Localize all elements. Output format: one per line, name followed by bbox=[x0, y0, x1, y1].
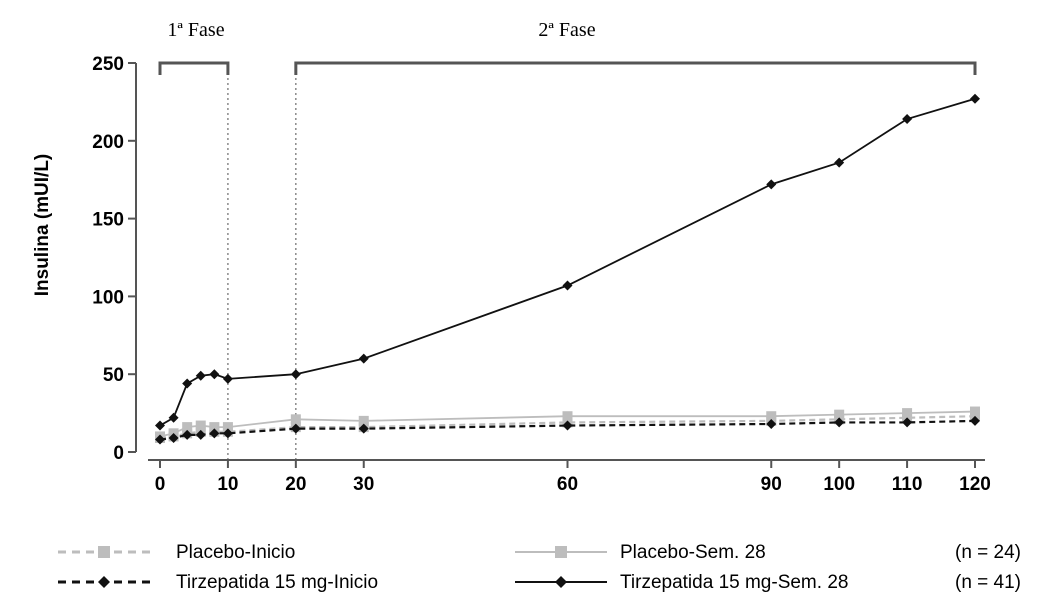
x-tick-label-10: 10 bbox=[217, 474, 238, 495]
data-point-tirzepatida-15-mg-inicio-6 bbox=[195, 429, 206, 440]
data-point-placebo-sem-28-30 bbox=[358, 415, 369, 426]
x-tick-label-90: 90 bbox=[761, 474, 782, 495]
legend-label-placebo-inicio: Placebo-Inicio bbox=[176, 542, 295, 563]
phase-label-1: 1ª Fase bbox=[167, 19, 224, 41]
phase-bracket-1 bbox=[158, 61, 230, 75]
data-point-tirzepatida-15-mg-inicio-8 bbox=[209, 428, 220, 439]
data-point-placebo-sem-28-100 bbox=[834, 409, 845, 420]
legend-label-tirzepatida-sem28: Tirzepatida 15 mg-Sem. 28 bbox=[620, 572, 848, 593]
data-point-tirzepatida-15-mg-inicio-20 bbox=[290, 423, 301, 434]
data-point-tirzepatida-15-mg-inicio-0 bbox=[155, 434, 165, 445]
phase-label-2: 2ª Fase bbox=[538, 19, 595, 41]
legend: Placebo-Inicio Tirzepatida 15 mg-Inicio … bbox=[58, 542, 1021, 593]
legend-marker-placebo-sem-28 bbox=[555, 546, 567, 558]
data-point-placebo-sem-28-4 bbox=[182, 422, 193, 433]
data-point-placebo-sem-28-6 bbox=[195, 420, 206, 431]
data-point-placebo-sem-28-60 bbox=[562, 411, 573, 422]
data-point-tirzepatida-15-mg-sem-28-0 bbox=[155, 420, 165, 431]
y-tick-label-150: 150 bbox=[92, 210, 124, 231]
legend-label-placebo-sem28: Placebo-Sem. 28 bbox=[620, 542, 766, 563]
x-tick-label-30: 30 bbox=[353, 474, 374, 495]
x-tick-label-100: 100 bbox=[823, 474, 855, 495]
data-point-tirzepatida-15-mg-sem-28-110 bbox=[902, 114, 913, 125]
axes: 0 50 100 150 200 250 0 10 20 30 60 90 100 110 120 bbox=[92, 54, 991, 495]
data-point-tirzepatida-15-mg-sem-28-90 bbox=[766, 179, 777, 190]
data-point-tirzepatida-15-mg-sem-28-120 bbox=[970, 93, 980, 104]
x-tick-label-120: 120 bbox=[959, 474, 991, 495]
data-point-tirzepatida-15-mg-inicio-120 bbox=[970, 415, 980, 426]
y-tick-label-100: 100 bbox=[92, 287, 124, 308]
data-point-tirzepatida-15-mg-sem-28-60 bbox=[562, 280, 573, 291]
data-point-tirzepatida-15-mg-sem-28-100 bbox=[834, 157, 845, 168]
data-point-placebo-sem-28-110 bbox=[902, 408, 913, 419]
series-placebo-sem-28 bbox=[155, 406, 980, 442]
y-tick-label-50: 50 bbox=[103, 365, 124, 386]
data-point-tirzepatida-15-mg-inicio-2 bbox=[168, 432, 179, 443]
data-point-tirzepatida-15-mg-inicio-90 bbox=[766, 418, 777, 429]
data-point-placebo-sem-28-8 bbox=[209, 422, 220, 433]
data-point-tirzepatida-15-mg-sem-28-4 bbox=[182, 378, 193, 389]
series-layer bbox=[155, 93, 980, 445]
series-tirzepatida-15-mg-inicio bbox=[155, 415, 980, 445]
data-point-placebo-sem-28-10 bbox=[222, 422, 233, 433]
data-point-tirzepatida-15-mg-inicio-30 bbox=[358, 423, 369, 434]
data-point-placebo-sem-28-90 bbox=[766, 411, 777, 422]
series-line-tirzepatida-15-mg-sem-28 bbox=[159, 97, 976, 427]
legend-n-tirzepatida: (n = 41) bbox=[955, 572, 1021, 593]
legend-n-placebo: (n = 24) bbox=[955, 542, 1021, 563]
data-point-tirzepatida-15-mg-sem-28-6 bbox=[195, 370, 206, 381]
data-point-placebo-sem-28-120 bbox=[970, 406, 980, 417]
phase-guides bbox=[227, 63, 297, 460]
legend-label-tirzepatida-inicio: Tirzepatida 15 mg-Inicio bbox=[176, 572, 378, 593]
legend-marker-tirzepatida-15-mg-sem-28 bbox=[555, 576, 567, 588]
data-point-tirzepatida-15-mg-sem-28-10 bbox=[222, 373, 233, 384]
x-tick-label-0: 0 bbox=[155, 474, 166, 495]
data-point-tirzepatida-15-mg-inicio-100 bbox=[834, 417, 845, 428]
data-point-tirzepatida-15-mg-inicio-110 bbox=[902, 417, 913, 428]
data-point-tirzepatida-15-mg-sem-28-8 bbox=[209, 369, 220, 380]
data-point-tirzepatida-15-mg-inicio-4 bbox=[182, 429, 193, 440]
series-tirzepatida-15-mg-sem-28 bbox=[155, 93, 980, 431]
x-tick-label-20: 20 bbox=[285, 474, 306, 495]
data-point-tirzepatida-15-mg-sem-28-30 bbox=[358, 353, 369, 364]
phase-bracket-2 bbox=[294, 61, 977, 75]
data-point-tirzepatida-15-mg-sem-28-2 bbox=[168, 412, 179, 423]
y-tick-label-200: 200 bbox=[92, 132, 124, 153]
data-point-placebo-sem-28-20 bbox=[290, 414, 301, 425]
legend-marker-placebo-inicio bbox=[98, 546, 110, 558]
data-point-tirzepatida-15-mg-inicio-60 bbox=[562, 420, 573, 431]
y-tick-label-0: 0 bbox=[113, 443, 124, 464]
data-point-tirzepatida-15-mg-sem-28-20 bbox=[290, 369, 301, 380]
x-tick-label-110: 110 bbox=[892, 474, 923, 495]
y-axis-title: Insulina (mUI/L) bbox=[32, 154, 53, 297]
data-point-tirzepatida-15-mg-inicio-10 bbox=[222, 428, 233, 439]
x-tick-label-60: 60 bbox=[557, 474, 578, 495]
legend-marker-tirzepatida-15-mg-inicio bbox=[98, 576, 110, 588]
y-tick-label-250: 250 bbox=[92, 54, 124, 75]
